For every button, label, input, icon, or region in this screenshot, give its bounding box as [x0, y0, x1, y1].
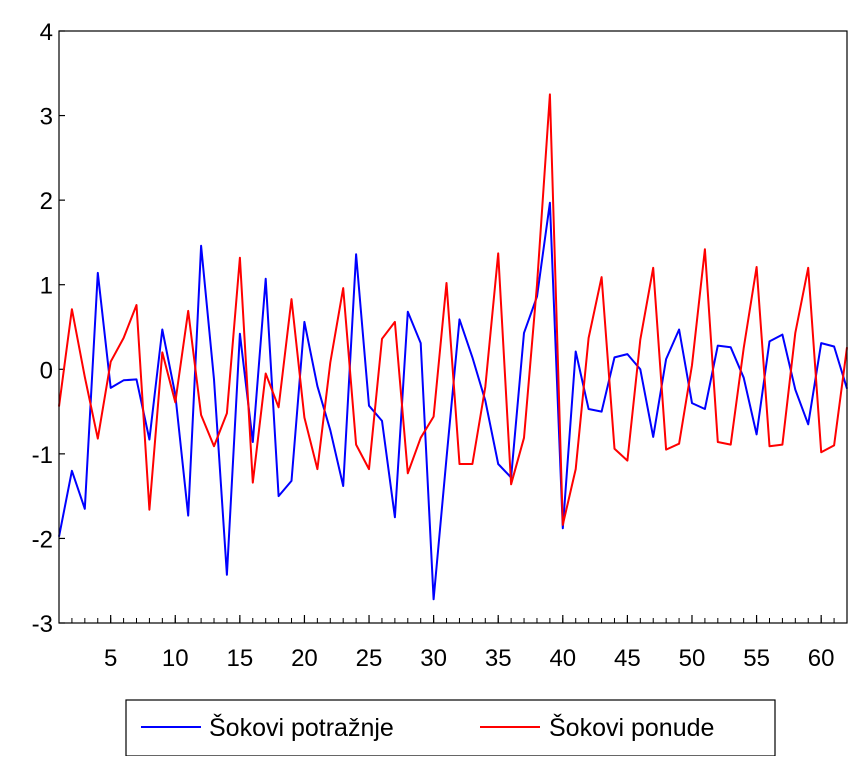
- x-tick-label: 25: [356, 645, 383, 672]
- legend-box: [125, 699, 776, 757]
- x-tick-label: 10: [162, 645, 189, 672]
- x-tick-label: 15: [227, 645, 254, 672]
- series-line-2: [58, 93, 848, 526]
- y-tick-label: 3: [40, 104, 53, 131]
- legend-label-2: Šokovi ponude: [549, 713, 714, 742]
- x-tick-label: 35: [485, 645, 512, 672]
- y-tick-label: -1: [32, 442, 53, 469]
- x-tick-label: 30: [420, 645, 447, 672]
- x-axis: 5 10 15 20 25 30 35 40 45 50 55 60: [71, 615, 835, 672]
- legend: Šokovi potražnje Šokovi ponude: [125, 699, 776, 757]
- y-tick-label: 0: [40, 357, 53, 384]
- x-tick-label: 5: [104, 645, 117, 672]
- y-tick-label: 1: [40, 273, 53, 300]
- y-tick-label: 4: [40, 19, 53, 46]
- x-tick-label: 40: [549, 645, 576, 672]
- y-tick-label: -3: [32, 611, 53, 638]
- y-axis: 4 3 2 1 0 -1 -2 -3: [32, 19, 65, 638]
- x-tick-label: 55: [743, 645, 770, 672]
- x-tick-label: 50: [679, 645, 706, 672]
- x-tick-label: 60: [808, 645, 835, 672]
- series-line-1: [58, 201, 848, 601]
- x-tick-label: 45: [614, 645, 641, 672]
- series-lines: [58, 93, 848, 601]
- x-tick-label: 20: [291, 645, 318, 672]
- y-tick-label: -2: [32, 526, 53, 553]
- legend-label-1: Šokovi potražnje: [209, 713, 394, 742]
- y-tick-label: 2: [40, 188, 53, 215]
- plot-frame: [58, 30, 848, 624]
